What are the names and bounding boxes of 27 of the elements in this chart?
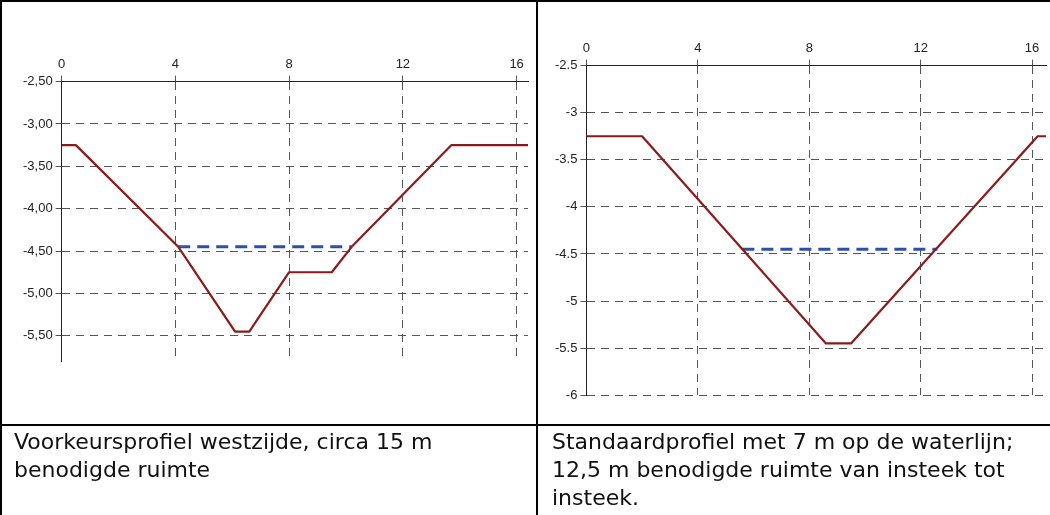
x-tick-label: 4 [694, 40, 702, 56]
y-tick-label: -3,50 [22, 157, 53, 173]
x-tick-label: 0 [58, 56, 66, 72]
y-tick-label: -5 [565, 292, 578, 308]
y-tick-label: -4,00 [22, 200, 53, 216]
y-tick-label: -4.5 [554, 245, 578, 261]
y-tick-label: -3,00 [22, 115, 53, 131]
y-tick-label: -6 [565, 386, 578, 402]
x-tick-label: 8 [805, 40, 813, 56]
y-tick-label: -2,50 [22, 73, 53, 89]
x-tick-label: 12 [913, 40, 928, 56]
y-tick-label: -5.5 [554, 339, 578, 355]
x-tick-label: 16 [509, 56, 524, 72]
y-tick-label: -5,50 [22, 327, 53, 343]
y-tick-label: -4 [565, 198, 578, 214]
x-tick-label: 16 [1024, 40, 1040, 56]
y-tick-label: -3.5 [554, 151, 578, 167]
text: Voorkeursprofiel westzijde, circa 15 m benodigde ruimte [14, 428, 434, 484]
y-tick-label: -3 [565, 104, 578, 120]
x-tick-label: 8 [285, 56, 293, 72]
y-tick-label: -2.5 [554, 57, 578, 73]
y-tick-label: -4,50 [22, 242, 53, 258]
x-tick-label: 4 [171, 56, 179, 72]
x-tick-label: 12 [395, 56, 411, 72]
x-tick-label: 0 [582, 40, 591, 56]
text: Standaardprofiel met 7 m op de waterlijn; 12,5 m benodigde ruimte van insteek tot insteek. [552, 428, 1015, 512]
y-tick-label: -5,00 [22, 285, 53, 300]
